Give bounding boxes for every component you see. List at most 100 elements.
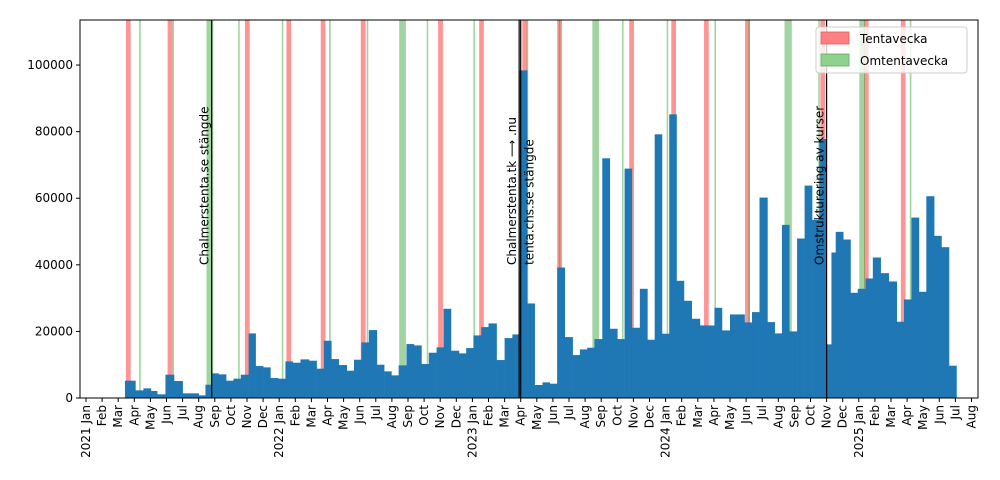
omtentavecka-band <box>329 20 331 398</box>
bar <box>941 247 950 398</box>
annotation-text: Chalmerstenta.se stängde <box>198 107 212 265</box>
x-tick-label: May <box>723 405 737 430</box>
bar <box>831 252 837 398</box>
bar <box>542 382 551 398</box>
x-tick-label: Oct <box>417 405 431 426</box>
y-tick-label: 0 <box>65 391 73 405</box>
legend-swatch-omtentavecka <box>820 53 850 67</box>
x-tick-label: Jun <box>546 405 560 425</box>
tentavecka-band <box>863 20 869 398</box>
x-tick-label: 2023 Jan <box>465 405 479 458</box>
bar <box>527 303 535 398</box>
x-tick-label: Jul <box>562 405 576 420</box>
bar <box>143 388 152 398</box>
bar <box>443 308 452 398</box>
bar <box>737 314 745 398</box>
bar <box>384 371 392 398</box>
bar <box>488 323 497 398</box>
bar <box>323 340 332 398</box>
tentavecka-band <box>557 20 563 398</box>
x-tick-label: Dec <box>836 405 850 428</box>
bar <box>211 373 219 398</box>
bar <box>926 196 935 398</box>
annotation-texts: Chalmerstenta.se stängde Chalmerstenta.tk… <box>198 106 827 265</box>
bar <box>730 314 738 398</box>
bar <box>744 322 753 398</box>
bar <box>850 292 859 398</box>
bar <box>714 307 723 398</box>
x-tick-label: Feb <box>868 405 882 426</box>
x-tick-label: Mar <box>304 405 318 428</box>
bar <box>278 378 286 398</box>
bar <box>519 70 528 399</box>
bar <box>124 380 136 398</box>
tentavecka-band <box>360 20 366 398</box>
bar <box>413 345 422 398</box>
bar <box>436 347 444 398</box>
bar <box>903 299 912 398</box>
omtentavecka-band <box>238 20 240 398</box>
x-tick-label: Feb <box>288 405 302 426</box>
bar <box>182 393 191 398</box>
bar <box>812 219 820 398</box>
bar <box>391 375 399 398</box>
bar <box>248 333 256 398</box>
axes-frame <box>79 19 979 399</box>
bar <box>361 342 370 398</box>
bar <box>398 365 407 398</box>
bar <box>683 300 692 398</box>
bar <box>263 367 271 398</box>
bar <box>338 365 348 398</box>
x-tick-label: Aug <box>192 405 206 428</box>
x-tick-label: Aug <box>385 405 399 428</box>
bar <box>300 359 310 398</box>
x-tick-label: Apr <box>707 405 721 426</box>
omtentavecka-band <box>592 20 600 398</box>
legend-swatch-tentavecka <box>820 31 850 45</box>
x-axis: 2021 Jan Feb Mar Apr May Jun Jul Aug Sep Oct Nov De… <box>79 398 979 458</box>
omtentavecka-bands <box>139 20 912 398</box>
x-tick-label: Jun <box>353 405 367 425</box>
tentavecka-band <box>900 20 906 398</box>
bar <box>691 318 701 398</box>
tentavecka-band <box>745 20 750 398</box>
bar <box>911 217 920 398</box>
bar <box>602 158 611 398</box>
x-tick-label: Jun <box>739 405 753 425</box>
bar <box>135 390 144 398</box>
bar <box>421 364 430 398</box>
omtentavecka-band <box>859 20 866 398</box>
x-tick-label: Dec <box>449 405 463 428</box>
x-tick-label: Oct <box>610 405 624 426</box>
x-tick-label: May <box>530 405 544 430</box>
bar <box>843 239 851 398</box>
bar <box>233 378 242 398</box>
x-tick-label: Jun <box>160 405 174 425</box>
annotation-text: Omstrukturering av kurser <box>813 106 827 265</box>
bar <box>594 339 603 398</box>
x-tick-label: Nov <box>626 405 640 428</box>
omtentavecka-band <box>139 20 141 398</box>
y-tick-label: 80000 <box>35 125 73 139</box>
x-tick-label: Nov <box>820 405 834 428</box>
x-tick-label: Aug <box>578 405 592 428</box>
x-tick-label: 2021 Jan <box>79 405 93 458</box>
bar <box>797 238 805 398</box>
tentavecka-band <box>167 20 173 398</box>
tentavecka-band <box>244 20 250 398</box>
bar <box>255 366 264 398</box>
bar <box>309 360 317 398</box>
bar <box>549 383 558 398</box>
x-tick-label: 2022 Jan <box>272 405 286 458</box>
bar <box>572 355 581 398</box>
bar <box>617 339 625 398</box>
legend-label-tentavecka: Tentavecka <box>859 32 928 46</box>
bar <box>165 374 175 398</box>
bar <box>198 395 206 398</box>
bar <box>285 361 294 398</box>
x-tick-label: Apr <box>321 405 335 426</box>
omtentavecka-band <box>426 20 429 398</box>
bar <box>226 380 234 398</box>
omtentavecka-band <box>206 20 214 398</box>
bar <box>466 348 474 398</box>
